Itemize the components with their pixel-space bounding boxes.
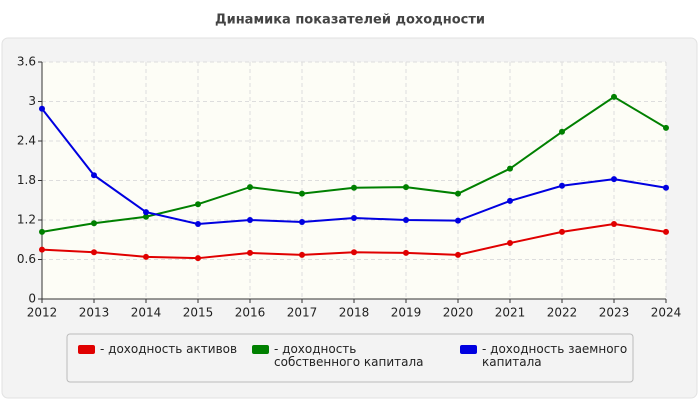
point: [247, 217, 253, 223]
point: [91, 249, 97, 256]
point: [403, 217, 409, 223]
point: [299, 190, 305, 197]
point: [143, 209, 149, 216]
point: [195, 220, 201, 227]
point: [663, 228, 669, 235]
x-tick-label: 2015: [183, 306, 214, 320]
legend-label: - доходность заемного капитала: [482, 342, 628, 369]
x-tick-label: 2012: [27, 306, 58, 320]
point: [299, 218, 305, 225]
x-tick-label: 2017: [287, 306, 318, 320]
point: [559, 228, 565, 235]
point: [611, 220, 617, 227]
point: [247, 184, 253, 191]
point: [143, 253, 149, 260]
legend-label: - доходность активов: [100, 342, 238, 356]
point: [559, 128, 565, 135]
point: [39, 246, 45, 253]
y-tick-label: 1.8: [17, 173, 36, 187]
x-tick-label: 2023: [599, 306, 630, 320]
y-tick-label: 0: [28, 292, 36, 306]
point: [559, 182, 565, 189]
y-tick-label: 0.6: [17, 252, 36, 266]
y-tick-label: 1.2: [17, 213, 36, 227]
legend-swatch: [78, 345, 95, 354]
x-tick-label: 2021: [495, 306, 526, 320]
point: [611, 93, 617, 100]
point: [351, 184, 357, 191]
point: [455, 251, 461, 258]
point: [195, 201, 201, 208]
x-tick-label: 2020: [443, 306, 474, 320]
point: [351, 249, 357, 256]
x-tick-label: 2019: [391, 306, 422, 320]
legend-box: [66, 333, 634, 383]
point: [455, 190, 461, 197]
chart-title: Динамика показателей доходности: [215, 13, 485, 28]
x-tick-label: 2013: [79, 306, 110, 320]
x-tick-label: 2014: [131, 306, 162, 320]
point: [663, 184, 669, 191]
point: [507, 165, 513, 172]
point: [91, 220, 97, 227]
x-tick-label: 2022: [547, 306, 578, 320]
point: [663, 124, 669, 131]
point: [195, 255, 201, 262]
point: [143, 213, 149, 220]
point: [351, 215, 357, 222]
x-tick-label: 2024: [651, 306, 682, 320]
point: [403, 249, 409, 256]
point: [299, 251, 305, 258]
point: [455, 217, 461, 224]
x-tick-label: 2016: [235, 306, 266, 320]
y-tick-label: 2.4: [17, 134, 36, 148]
legend-label: - доходность собственного капитала: [274, 342, 424, 369]
legend-swatch: [460, 345, 477, 354]
point: [403, 184, 409, 191]
y-tick-label: 3: [28, 94, 36, 108]
x-tick-label: 2018: [339, 306, 370, 320]
point: [39, 105, 45, 112]
point: [507, 240, 513, 247]
point: [39, 228, 45, 235]
point: [247, 249, 253, 256]
y-tick-label: 3.6: [17, 55, 36, 69]
point: [91, 172, 97, 179]
point: [611, 176, 617, 183]
legend-swatch: [252, 345, 269, 354]
point: [507, 197, 513, 204]
